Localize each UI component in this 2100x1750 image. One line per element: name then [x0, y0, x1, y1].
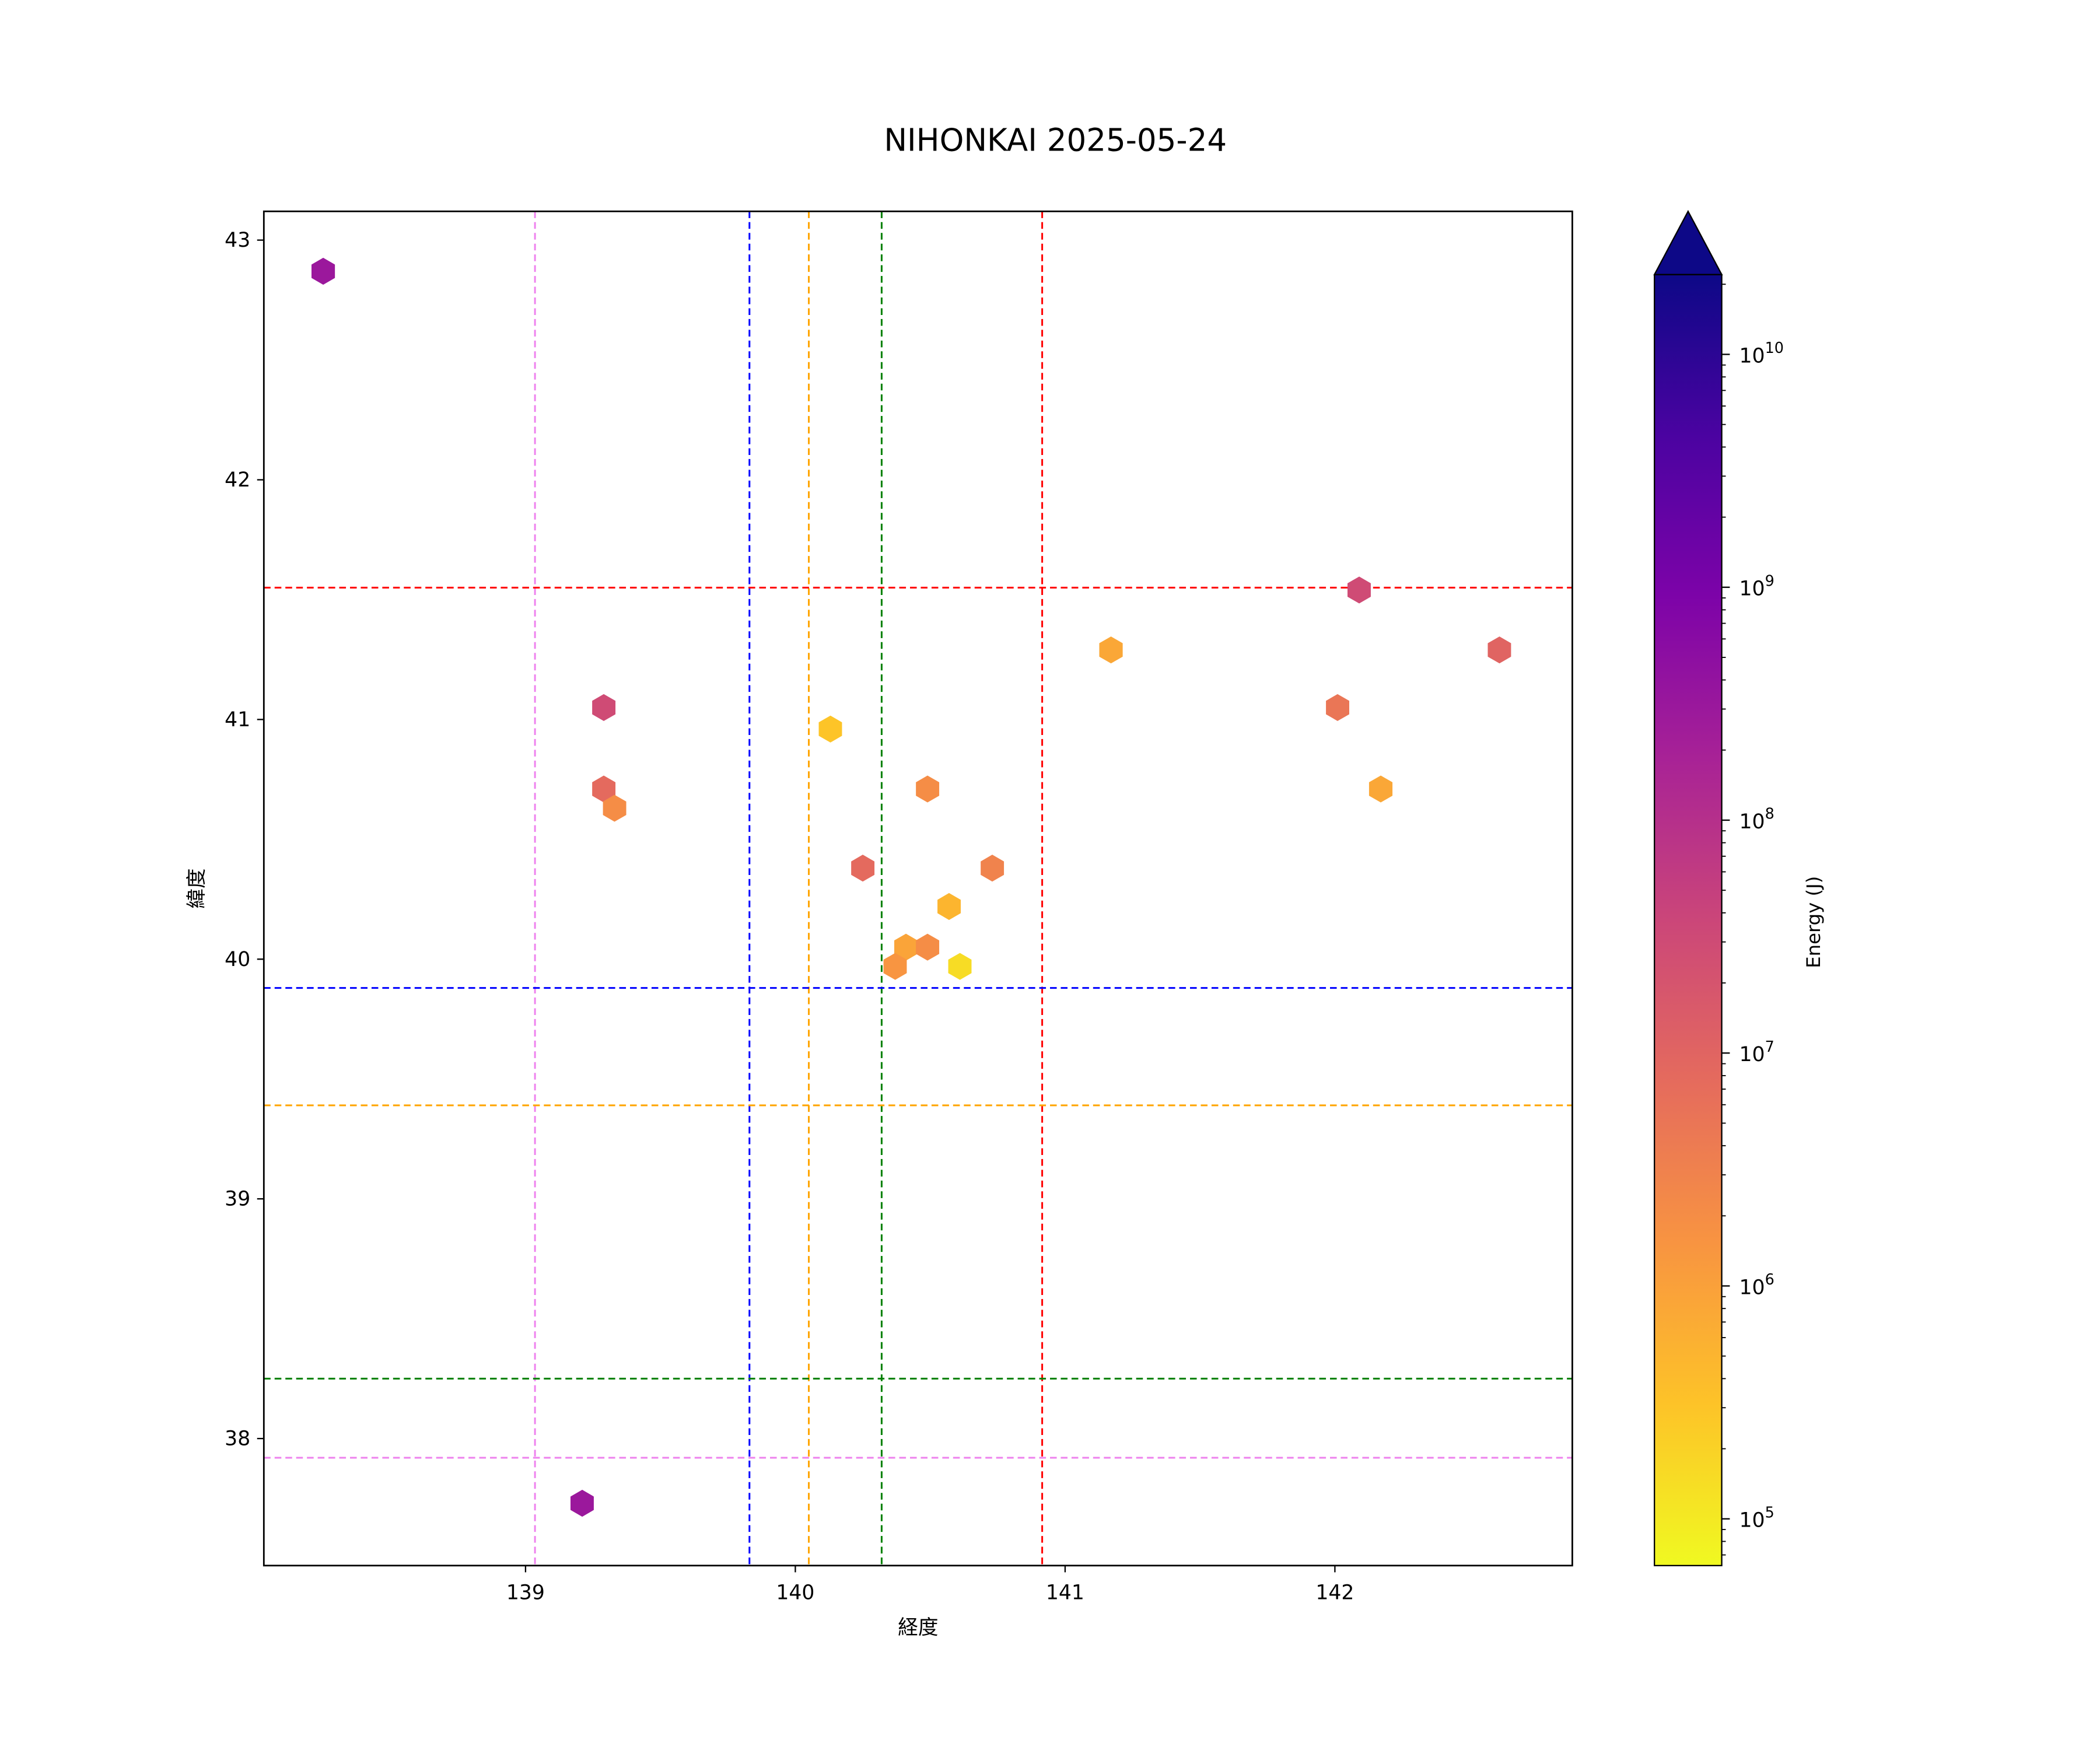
- hexbin-cell: [981, 855, 1005, 882]
- hexbin-cell: [916, 933, 940, 961]
- hexbin-cell: [894, 933, 918, 961]
- hexbin-cell: [1326, 694, 1349, 721]
- colorbar-tick-label: 109: [1740, 572, 1774, 600]
- colorbar-label: Energy (J): [1803, 876, 1825, 968]
- colorbar-tick-label: 106: [1740, 1270, 1774, 1299]
- x-axis-label: 経度: [898, 1616, 938, 1640]
- colorbar-tick-label: 105: [1740, 1503, 1774, 1532]
- y-tick-label: 38: [225, 1427, 250, 1451]
- colorbar-gradient: [1654, 274, 1723, 1566]
- plot-area: [264, 211, 1573, 1566]
- hexbin-cell: [570, 1489, 594, 1517]
- hexbin-cell: [592, 694, 616, 721]
- y-tick-label: 40: [225, 948, 250, 971]
- hexbin-cell: [1348, 576, 1371, 604]
- y-tick-label: 39: [225, 1188, 250, 1211]
- hexbin-cell: [937, 892, 961, 921]
- hexbin-cell: [916, 775, 940, 803]
- hexbin-cell: [592, 775, 616, 803]
- hexbin-cell: [948, 953, 972, 980]
- x-axis: 139 140 141 142: [506, 1565, 1354, 1605]
- y-tick-label: 41: [225, 708, 250, 732]
- colorbar-tick-label: 107: [1740, 1038, 1774, 1066]
- y-tick-label: 42: [225, 468, 250, 492]
- y-tick-label: 43: [225, 229, 250, 252]
- x-tick-label: 140: [776, 1581, 814, 1605]
- hexbin-cell: [603, 794, 626, 822]
- x-tick-label: 141: [1046, 1581, 1084, 1605]
- chart-title: NIHONKAI 2025-05-24: [884, 122, 1227, 158]
- hexbin-cell: [1488, 636, 1511, 664]
- hexbin-cell: [1099, 636, 1123, 664]
- hexbin-cell: [1368, 775, 1393, 803]
- hexbin-cell: [851, 855, 875, 882]
- colorbar-tick-label: 108: [1740, 805, 1774, 834]
- hexbin-cell: [883, 953, 907, 980]
- y-axis-label: 緯度: [185, 868, 208, 908]
- axes-frame: [262, 210, 1573, 1567]
- y-axis: 38 39 40 41 42 43: [225, 229, 264, 1451]
- colorbar-tick-label: 1010: [1740, 339, 1784, 368]
- x-tick-label: 139: [506, 1581, 545, 1605]
- hexbin-cell: [818, 715, 842, 743]
- colorbar-extend-arrow: [1653, 209, 1723, 275]
- x-tick-label: 142: [1315, 1581, 1354, 1605]
- hexbin-cell: [312, 257, 335, 285]
- colorbar: 105 106 107 108 109 1010 Energy (J): [1653, 209, 1825, 1566]
